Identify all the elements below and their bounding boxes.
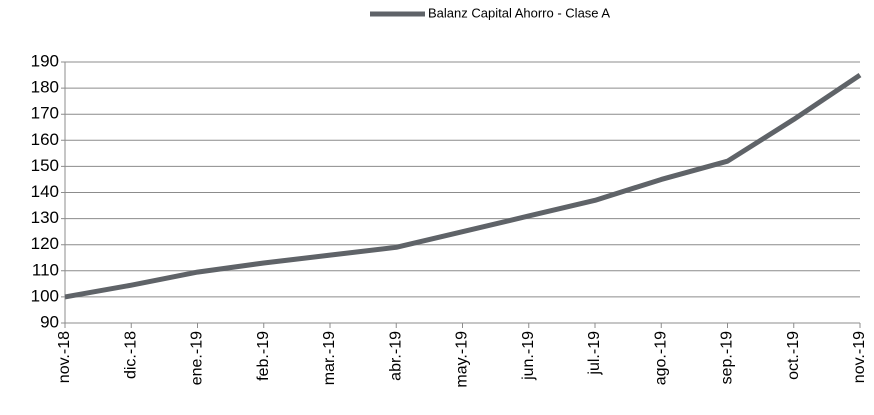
x-tick-label: abr.-19 — [387, 331, 404, 381]
y-tick-label: 180 — [31, 78, 59, 97]
y-tick-label: 140 — [31, 182, 59, 201]
y-tick-label: 150 — [31, 156, 59, 175]
y-tick-label: 100 — [31, 286, 59, 305]
y-tick-label: 190 — [31, 51, 59, 70]
x-tick-label: jul.-19 — [586, 331, 603, 376]
x-tick-label: feb.-19 — [255, 331, 272, 381]
x-tick-label: ago.-19 — [652, 331, 669, 385]
y-tick-label: 90 — [40, 312, 59, 331]
y-tick-label: 120 — [31, 234, 59, 253]
x-tick-label: dic.-18 — [122, 331, 139, 379]
legend-label: Balanz Capital Ahorro - Clase A — [428, 5, 610, 20]
y-tick-label: 130 — [31, 208, 59, 227]
x-tick-label: nov.-18 — [56, 331, 73, 383]
x-tick-label: jun.-19 — [520, 331, 537, 381]
x-tick-label: oct.-19 — [785, 331, 802, 380]
y-tick-label: 160 — [31, 130, 59, 149]
data-line — [64, 72, 862, 300]
x-tick-label: mar.-19 — [321, 331, 338, 385]
x-tick-label: ene.-19 — [189, 331, 206, 385]
x-tick-label: sep.-19 — [719, 331, 736, 384]
x-tick-label: may.-19 — [454, 331, 471, 388]
x-tick-label: nov.-19 — [851, 331, 868, 383]
y-tick-label: 170 — [31, 104, 59, 123]
y-tick-label: 110 — [32, 260, 59, 279]
